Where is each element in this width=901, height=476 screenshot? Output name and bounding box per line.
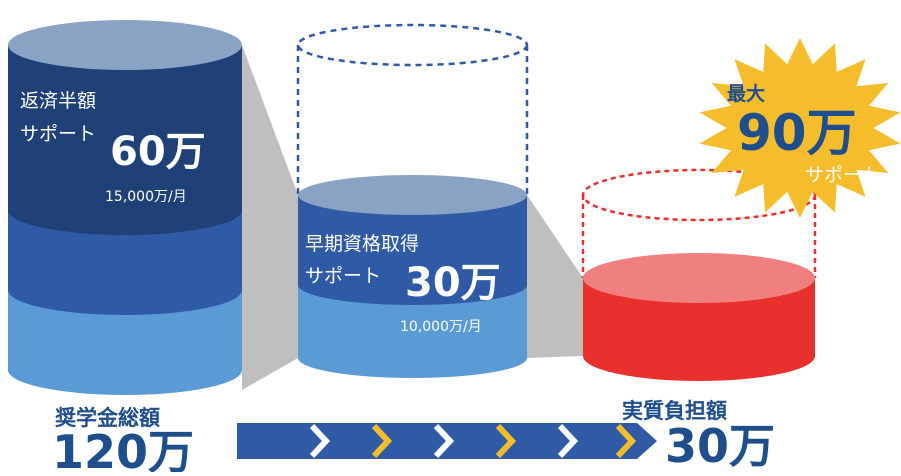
arrow-chevron [615,423,637,459]
cylinder-early-qualification [296,23,529,378]
cylinder-loan-support [8,20,242,395]
cylinder1-middle-segment [8,210,242,315]
cylinder2-top-segment [298,195,527,305]
cylinder1-title-line2: サポート [20,123,96,145]
total-scholarship-amount: 120万 [52,425,194,472]
cylinder2-title-line2: サポート [305,265,381,287]
starburst-badge [699,38,901,218]
cylinder1-per-month: 15,000万/月 [105,189,187,205]
arrow-chevron [371,423,393,459]
cylinder3-red-top [583,253,815,303]
actual-burden-label: 実質負担額 [622,399,727,423]
cylinder2-top-ellipse [298,175,527,215]
cylinder2-dashed-top [296,23,529,67]
cylinder1-top-segment [8,45,242,235]
cylinder1-title-line1: 返済半額 [20,90,96,112]
arrow-chevron [433,423,455,459]
cylinder2-amount: 30万 [405,260,501,306]
connector-shape-1 [242,45,298,390]
starburst-label-max: 最大 [727,82,765,105]
actual-burden-amount: 30万 [665,419,775,472]
cylinder3-dashed-top [581,168,817,222]
starburst-amount: 90万 [737,104,857,162]
starburst-label-support: サポート [805,164,881,186]
cylinder3-dashed-outline [581,195,817,278]
cylinder2-per-month: 10,000万/月 [400,319,482,335]
arrow-chevron [309,423,331,459]
connector-shape-2 [527,195,583,358]
cylinder2-dashed-outline [296,45,529,195]
total-scholarship-label: 奨学金総額 [55,406,160,430]
cylinder1-amount: 60万 [110,129,206,175]
arrow-chevron [557,423,579,459]
cylinder2-title-line1: 早期資格取得 [305,233,419,255]
progress-arrow [237,423,657,459]
cylinder1-top-ellipse [8,20,242,70]
cylinder3-red-body [583,278,815,381]
arrow-chevron [495,423,517,459]
cylinder1-bottom-segment [8,290,242,395]
cylinder-actual-burden [581,168,817,381]
cylinder2-bottom-segment [298,285,527,378]
